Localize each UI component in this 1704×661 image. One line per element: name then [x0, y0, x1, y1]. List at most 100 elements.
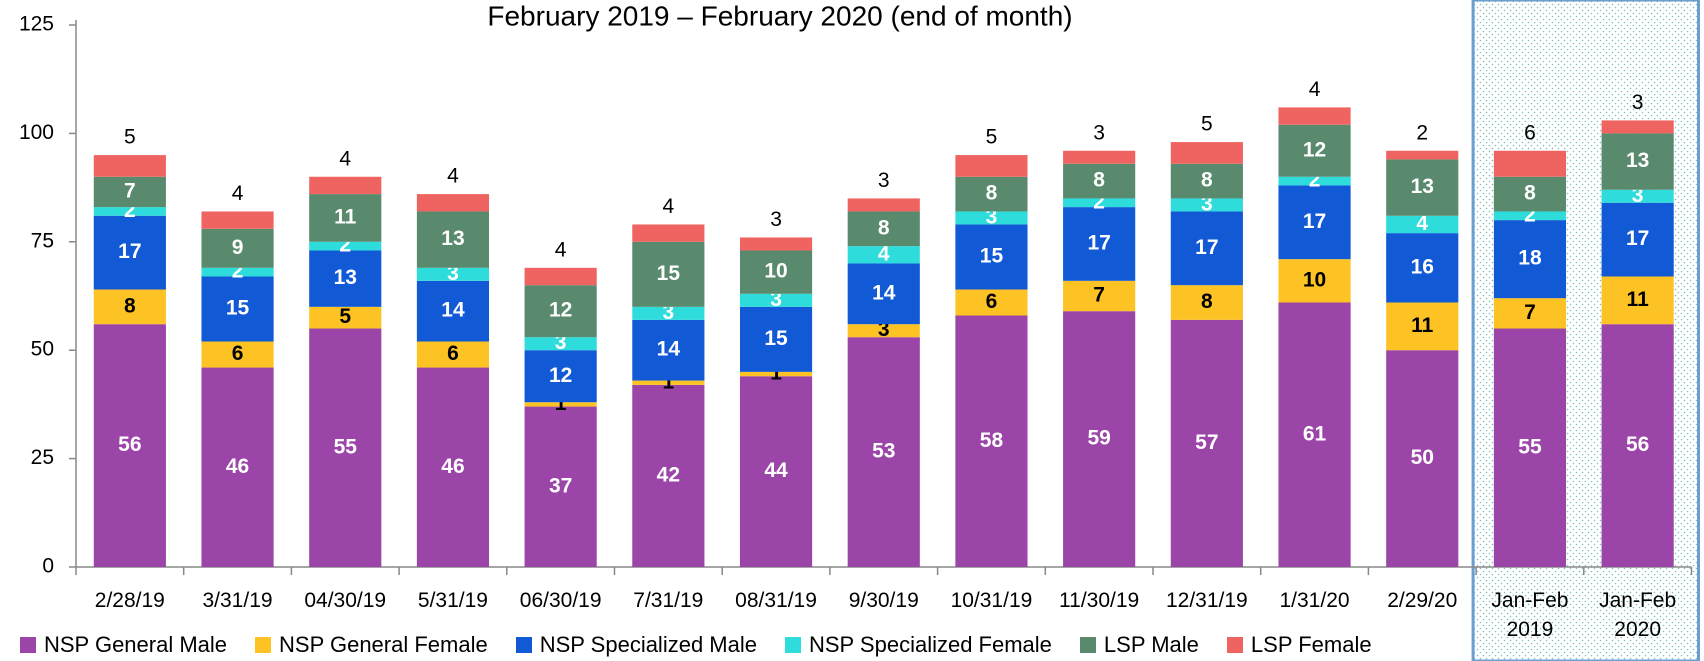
bar-segment: [955, 289, 1028, 316]
bar-segment: [1063, 198, 1136, 208]
bar-segment: [1063, 150, 1136, 164]
data-label: 3: [1632, 91, 1644, 114]
bar-segment: [1170, 319, 1243, 567]
legend-label: NSP Specialized Female: [808, 632, 1052, 657]
bar-segment: [309, 176, 382, 195]
data-label: 17: [1195, 236, 1218, 259]
legend-swatch: [784, 637, 801, 653]
x-tick-label: 1/31/20: [1279, 589, 1350, 612]
legend-label: NSP General Female: [279, 632, 488, 657]
x-tick-label: 3/31/19: [202, 589, 273, 612]
bar-segment: [632, 224, 705, 242]
legend-item: LSP Female: [1226, 632, 1372, 658]
data-label: 7: [1524, 301, 1536, 324]
data-label: 3: [878, 318, 890, 341]
data-label: 50: [1411, 446, 1434, 469]
data-label: 4: [663, 195, 675, 218]
bar-segment: [632, 380, 705, 385]
data-label: 4: [232, 182, 244, 205]
legend: NSP General Male NSP General Female NSP Sp…: [20, 632, 1372, 658]
y-tick-label: 125: [19, 13, 54, 36]
bar-segment: [524, 350, 597, 403]
data-label: 17: [1626, 227, 1649, 250]
data-label: 4: [555, 238, 567, 261]
data-label: 17: [1087, 232, 1110, 255]
bar-segment: [416, 267, 490, 281]
data-label: 58: [980, 429, 1004, 452]
data-label: 8: [986, 182, 998, 205]
x-tick-label: 04/30/19: [304, 589, 387, 612]
x-tick-label: 2/28/19: [94, 589, 165, 612]
bar-segment: [1063, 163, 1136, 199]
data-label: 6: [447, 342, 459, 365]
data-label: 55: [1518, 435, 1542, 458]
bar-segment: [847, 198, 920, 212]
bar-segment: [93, 155, 166, 177]
bar-segment: [1493, 220, 1567, 299]
data-label: 5: [1201, 113, 1213, 136]
bar-segment: [1170, 198, 1243, 212]
bar-segment: [309, 194, 382, 242]
data-label: 3: [878, 169, 890, 192]
y-tick-label: 0: [42, 555, 54, 578]
data-label: 46: [226, 455, 249, 478]
bar-segment: [1601, 202, 1674, 277]
data-label: 13: [1411, 175, 1434, 198]
bar-segment: [1493, 298, 1567, 329]
data-label: 17: [118, 240, 141, 263]
bar-segment: [1278, 124, 1351, 177]
data-label: 8: [1201, 169, 1213, 192]
data-label: 10: [1303, 268, 1326, 291]
bar-segment: [632, 319, 705, 381]
bar-segment: [309, 306, 382, 329]
bar-segment: [955, 211, 1028, 225]
data-label: 5: [339, 305, 351, 328]
data-label: 14: [872, 281, 896, 304]
data-label: 12: [1303, 138, 1326, 161]
bar-segment: [1601, 324, 1674, 567]
data-label: 3: [555, 331, 567, 354]
data-label: 2: [124, 199, 136, 222]
data-label: 55: [334, 435, 358, 458]
data-label: 12: [549, 364, 572, 387]
bar-segment: [1386, 159, 1459, 216]
data-label: 61: [1303, 422, 1327, 445]
bar-segment: [739, 376, 813, 567]
chart-title: February 2019 – February 2020 (end of mo…: [487, 0, 1072, 31]
legend-label: NSP Specialized Male: [539, 632, 757, 657]
data-label: 16: [1411, 255, 1434, 278]
data-label: 4: [339, 147, 351, 170]
x-tick-label: 12/31/19: [1165, 589, 1248, 612]
data-label: 7: [1093, 284, 1105, 307]
bar-segment: [1386, 350, 1459, 567]
x-tick-label: 08/31/19: [735, 589, 817, 612]
bar-segment: [416, 194, 490, 212]
bar-segment: [1278, 302, 1351, 567]
data-label: 3: [1093, 121, 1105, 144]
data-label: 59: [1087, 427, 1110, 450]
data-label: 15: [226, 297, 250, 320]
bar-segment: [524, 285, 597, 338]
legend-swatch: [1079, 637, 1096, 653]
bar-segment: [201, 228, 274, 268]
data-label: 2: [1309, 169, 1321, 192]
data-label: 3: [663, 301, 675, 324]
x-tick-label: Jan-Feb 2020: [1599, 589, 1677, 641]
data-label: 3: [1201, 192, 1213, 215]
bar-segment: [955, 176, 1028, 212]
data-label: 15: [980, 245, 1004, 268]
data-label: 57: [1195, 431, 1218, 454]
bar-segment: [632, 306, 705, 320]
bar-segment: [739, 371, 813, 377]
bar-segment: [1170, 142, 1243, 164]
data-label: 6: [232, 342, 244, 365]
x-tick-label: 7/31/19: [633, 589, 704, 612]
bar-segment: [201, 211, 274, 229]
legend-label: LSP Female: [1250, 632, 1372, 657]
data-label: 3: [770, 288, 782, 311]
bar-segment: [847, 246, 920, 264]
bar-segment: [847, 324, 920, 338]
data-label: 8: [124, 294, 136, 317]
bar-segment: [93, 215, 166, 290]
